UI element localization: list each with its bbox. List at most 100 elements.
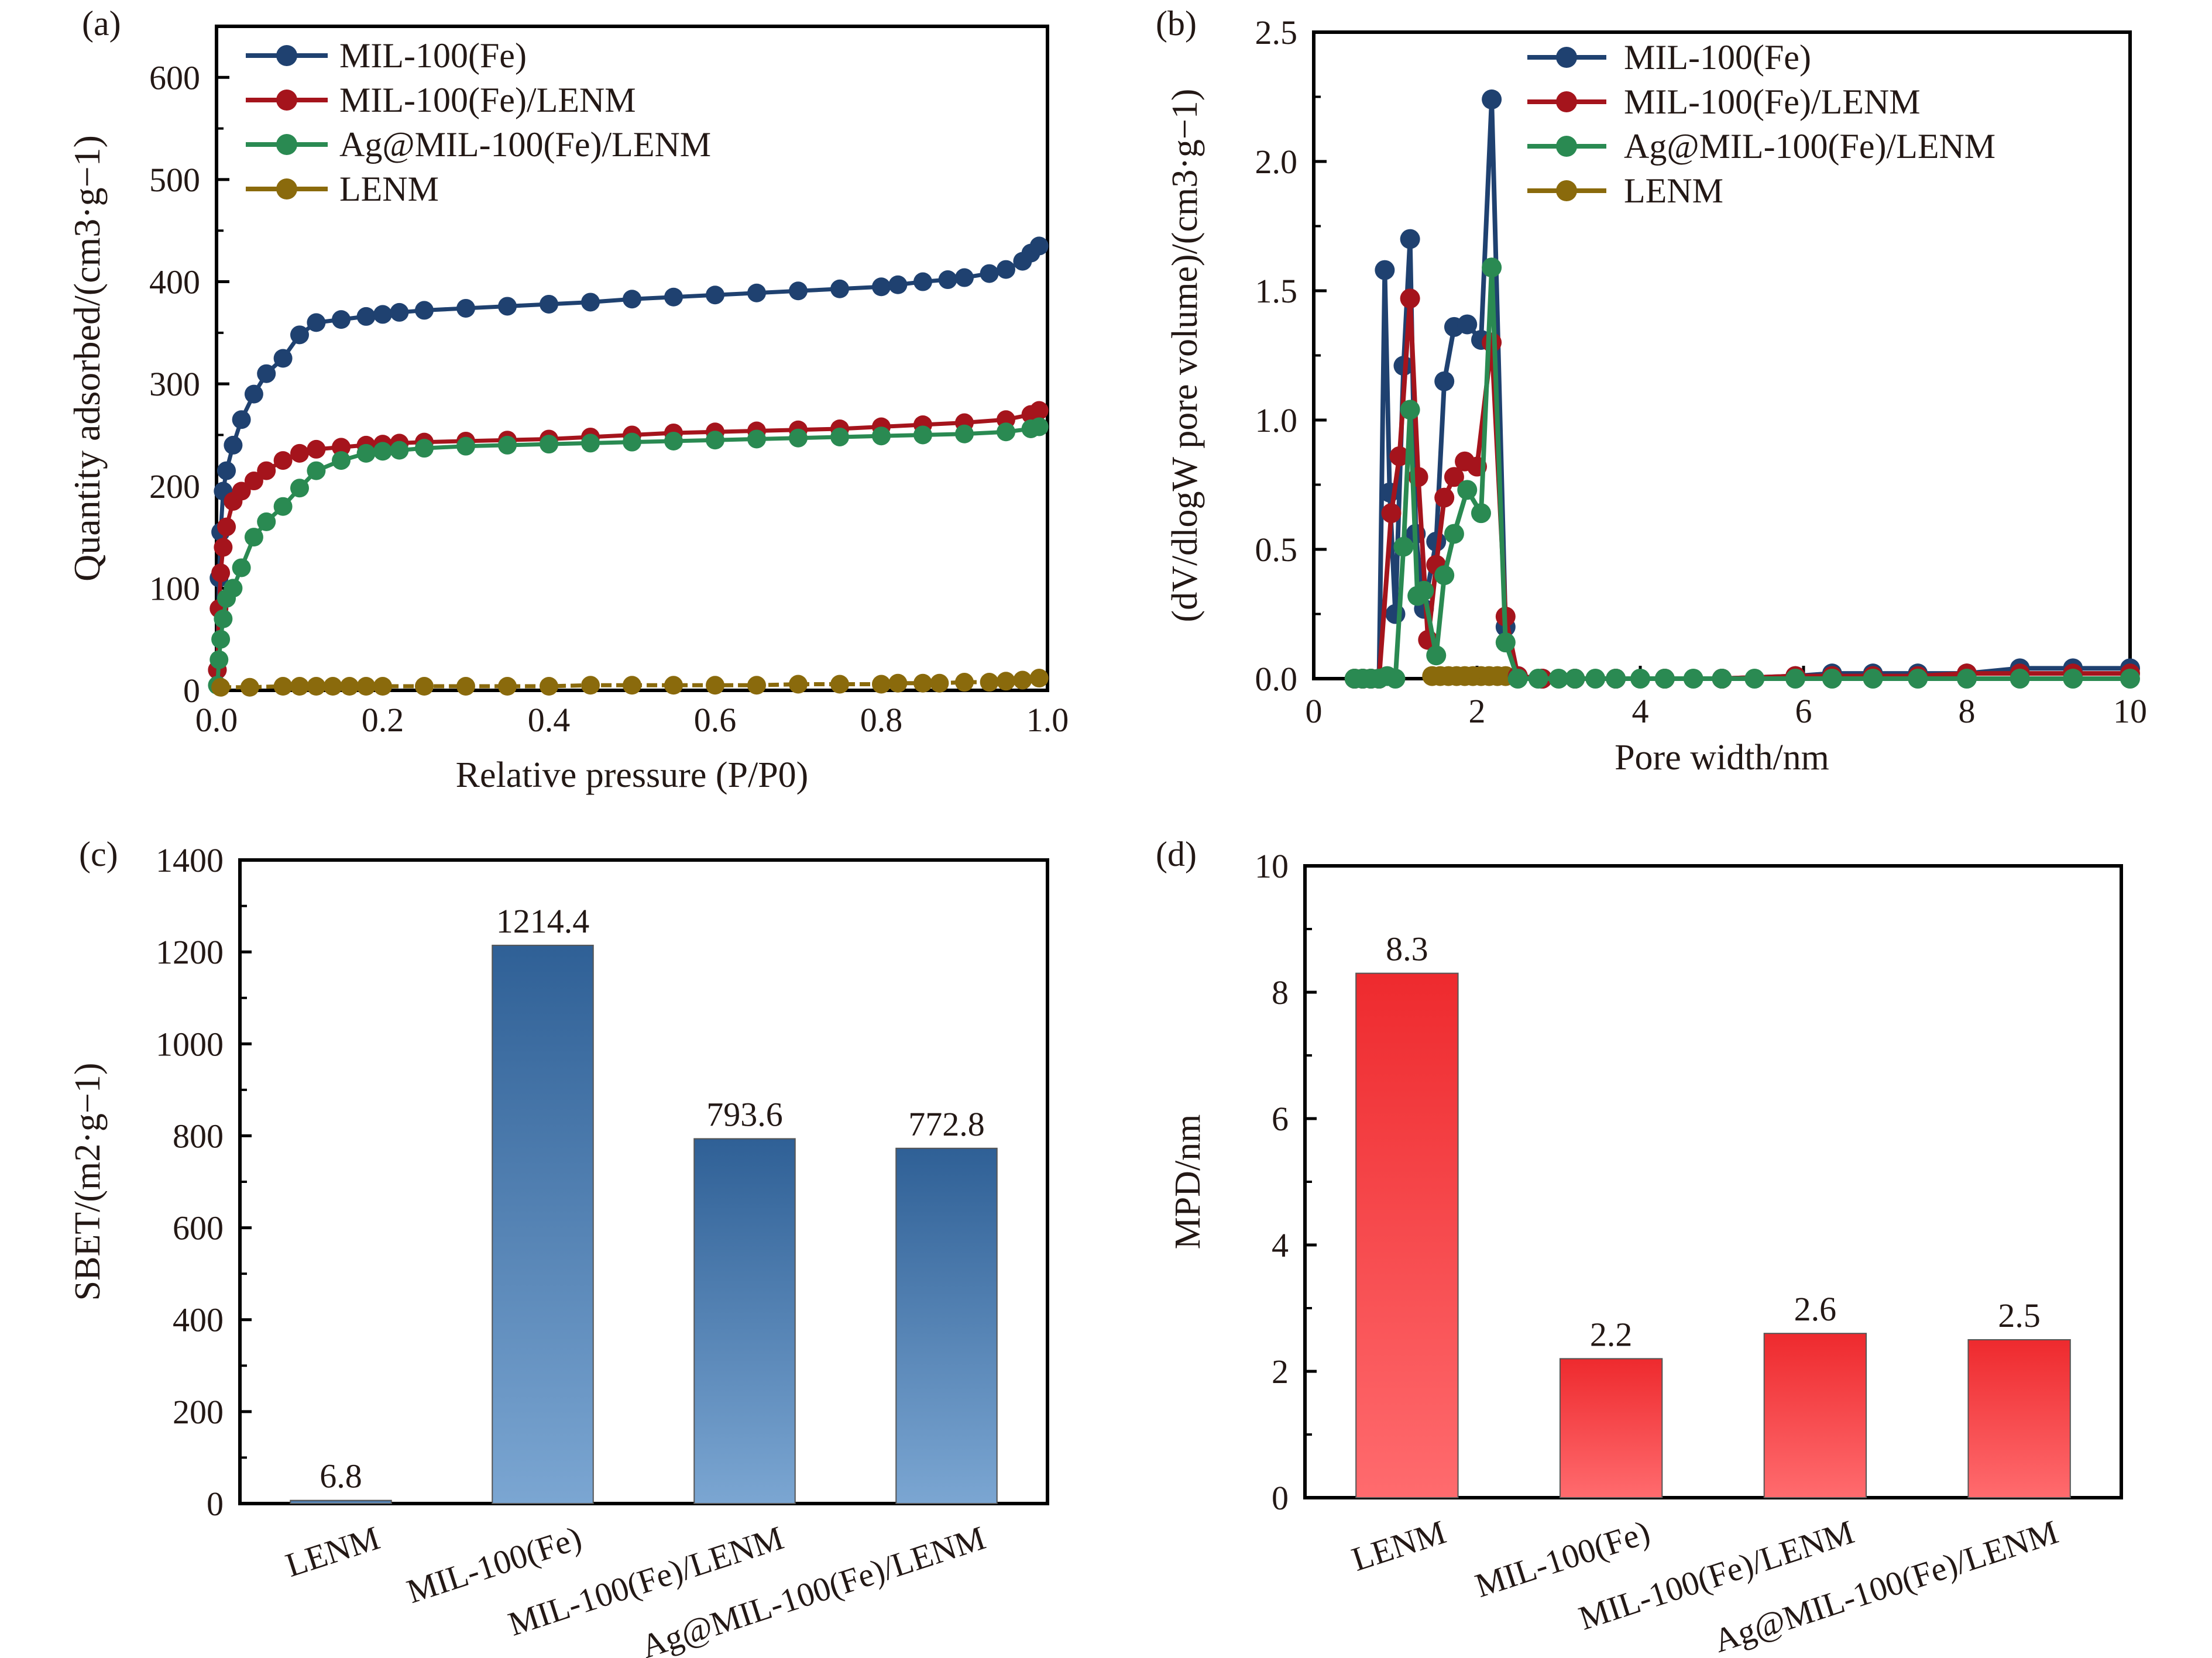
data-point [1444,467,1464,487]
x-category-label: Ag@MIL-100(Fe)/LENM [1709,1513,2063,1658]
data-point [1565,669,1585,689]
data-point [955,268,974,287]
y-tick-label: 400 [173,1301,224,1339]
data-point [913,425,932,445]
data-point [332,310,351,329]
data-point [706,285,724,305]
bar [1559,1358,1663,1499]
x-tick-label: 8 [1959,692,1976,730]
data-point [1654,669,1675,689]
bar [290,1499,392,1504]
data-point [913,673,932,693]
data-point [232,558,251,577]
data-point [1375,260,1395,280]
data-point [1482,89,1502,109]
y-axis-label: MPD/nm [1168,1114,1208,1250]
data-point [1585,669,1606,689]
y-tick-label: 600 [173,1209,224,1247]
legend-label: MIL-100(Fe)/LENM [339,81,636,119]
legend-label: LENM [1624,171,1723,210]
data-point [356,677,376,696]
y-axis-label: SBET/(m2·g−1) [68,1063,108,1301]
data-point [581,676,600,695]
data-point [747,429,766,449]
y-tick-label: 1400 [156,841,224,879]
x-tick-label: 6 [1795,692,1812,730]
x-tick-label: 2 [1469,692,1486,730]
data-point [1471,503,1491,524]
data-point [623,432,641,452]
data-point [240,677,259,697]
data-point [2010,669,2030,689]
data-point [224,435,243,455]
data-point [1029,669,1049,688]
legend-marker [1556,47,1577,68]
y-axis-label: (dV/dlogW pore volume)/(cm3·g−1) [1165,89,1205,622]
data-point [888,673,908,693]
y-tick-label: 10 [1255,847,1289,885]
data-point [1426,645,1447,666]
bar [492,944,594,1505]
data-point [1434,487,1455,508]
data-point [830,427,849,446]
data-point [211,630,231,649]
x-category-label: LENM [1347,1513,1450,1579]
data-point [307,677,326,696]
y-tick-label: 0 [207,1485,224,1523]
data-point [1863,669,1883,689]
bar [693,1138,796,1504]
data-point [980,673,999,692]
data-point [224,579,243,598]
data-point [307,439,326,459]
data-point [664,676,683,695]
data-point [373,442,392,461]
data-point [1400,288,1420,309]
y-tick-label: 200 [173,1393,224,1431]
chart-panel-b: (b) 0.0 0.5 1.0 1.5 2.0 2.5 0 2 4 6 8 10 Pore width/n… [1156,4,2147,778]
legend-label: MIL-100(Fe) [339,36,527,75]
series-ag-mil-100-fe-lenm [208,417,1049,695]
data-point [257,512,276,531]
data-point [2120,669,2140,689]
data-point [1434,371,1455,391]
data-point [1712,669,1732,689]
chart-panel-d: (d)0246810MPD/nm8.3LENM2.2MIL-100(Fe)2.6… [1156,835,2123,1658]
bar-value-label: 6.8 [320,1457,362,1495]
data-point [1385,669,1406,689]
data-point [1013,670,1032,690]
legend-label: MIL-100(Fe) [1624,38,1811,77]
data-point [1683,669,1703,689]
data-point [232,481,251,501]
data-point [332,438,351,457]
data-point [1457,314,1478,335]
y-tick-label: 0 [183,672,200,710]
data-point [1381,503,1402,524]
bar [1355,972,1459,1499]
x-tick-label: 10 [2113,692,2147,730]
data-point [913,272,932,291]
data-point [257,461,276,480]
y-tick-label: 0 [1272,1479,1289,1517]
legend-marker [1556,136,1577,157]
y-tick-label: 400 [149,263,200,301]
y-tick-label: 300 [149,365,200,403]
data-point [664,431,683,450]
data-point [456,436,475,456]
data-point [997,422,1015,442]
data-point [540,677,558,696]
x-category-label: LENM [281,1519,384,1585]
y-tick-label: 4 [1272,1226,1289,1264]
data-point [273,497,293,516]
data-point [356,443,376,463]
x-tick-label: 0.8 [860,701,903,739]
data-point [390,302,409,322]
data-point [1957,669,1977,689]
x-tick-label: 0.2 [362,701,404,739]
data-point [415,301,434,320]
data-point [980,264,999,283]
legend-marker [276,134,297,155]
data-point [706,431,724,450]
data-point [1785,669,1806,689]
panel-label: (a) [82,4,121,43]
data-point [581,434,600,453]
